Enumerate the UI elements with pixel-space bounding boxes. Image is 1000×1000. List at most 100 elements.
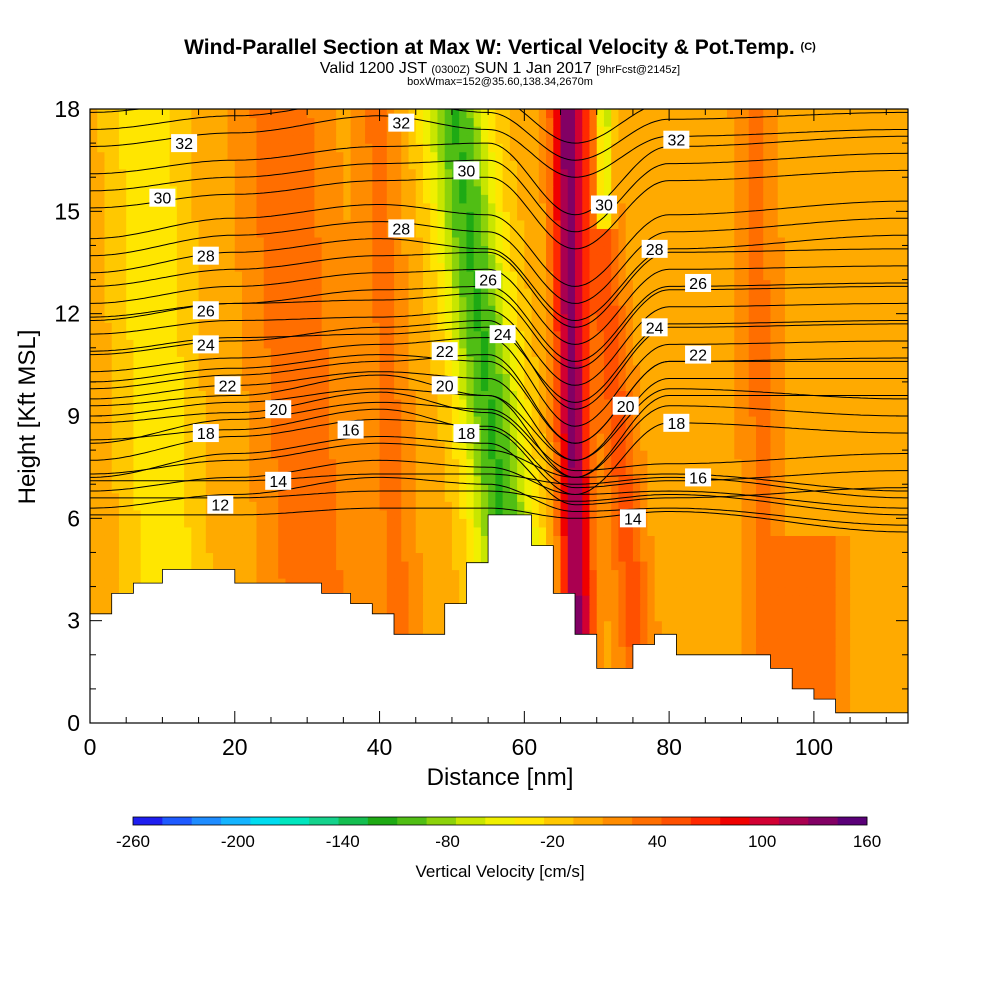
velocity-cell — [654, 501, 663, 511]
velocity-cell — [857, 424, 866, 434]
velocity-cell — [126, 458, 135, 468]
velocity-cell — [198, 441, 207, 451]
velocity-cell — [806, 484, 815, 494]
velocity-cell — [799, 595, 808, 605]
velocity-cell — [755, 526, 764, 536]
velocity-cell — [111, 526, 120, 536]
velocity-cell — [806, 492, 815, 502]
velocity-cell — [618, 381, 627, 392]
velocity-cell — [784, 578, 793, 588]
velocity-cell — [806, 373, 815, 383]
velocity-cell — [567, 552, 576, 562]
velocity-cell — [118, 339, 127, 349]
velocity-cell — [683, 407, 692, 417]
velocity-cell — [582, 492, 591, 502]
velocity-cell — [727, 364, 735, 374]
velocity-cell — [263, 373, 272, 383]
velocity-cell — [111, 347, 120, 357]
velocity-cell — [97, 484, 106, 494]
velocity-cell — [698, 390, 706, 400]
velocity-cell — [821, 347, 829, 357]
velocity-cell — [242, 526, 250, 536]
velocity-cell — [299, 535, 308, 545]
velocity-cell — [292, 509, 301, 519]
velocity-cell — [640, 458, 648, 468]
velocity-cell — [712, 526, 721, 536]
velocity-cell — [176, 484, 185, 494]
velocity-cell — [176, 458, 185, 468]
velocity-cell — [509, 458, 518, 468]
velocity-cell — [213, 475, 221, 485]
velocity-cell — [118, 364, 127, 374]
velocity-cell — [582, 552, 591, 562]
velocity-cell — [871, 595, 880, 605]
velocity-cell — [661, 398, 670, 409]
velocity-cell — [582, 535, 591, 545]
velocity-cell — [278, 450, 287, 460]
velocity-cell — [155, 484, 163, 494]
velocity-cell — [162, 433, 171, 443]
velocity-cell — [97, 339, 106, 349]
velocity-cell — [575, 603, 583, 613]
velocity-cell — [249, 560, 258, 571]
velocity-cell — [603, 629, 612, 639]
velocity-cell — [777, 578, 786, 588]
velocity-cell — [698, 629, 706, 639]
velocity-cell — [90, 484, 98, 494]
velocity-cell — [147, 484, 156, 494]
velocity-cell — [191, 398, 200, 409]
velocity-cell — [524, 381, 533, 392]
velocity-cell — [770, 603, 779, 613]
velocity-cell — [813, 416, 822, 426]
velocity-cell — [379, 518, 388, 528]
velocity-cell — [488, 373, 496, 383]
velocity-cell — [234, 526, 243, 536]
velocity-cell — [538, 373, 547, 383]
velocity-cell — [256, 450, 265, 460]
velocity-cell — [220, 543, 229, 554]
velocity-cell — [473, 492, 482, 502]
velocity-cell — [509, 398, 518, 409]
velocity-cell — [242, 535, 250, 545]
velocity-cell — [603, 586, 612, 596]
velocity-cell — [835, 620, 844, 630]
velocity-cell — [328, 356, 337, 366]
velocity-cell — [857, 373, 866, 383]
velocity-cell — [285, 492, 294, 502]
velocity-cell — [850, 543, 858, 554]
velocity-cell — [661, 543, 670, 554]
velocity-cell — [755, 398, 764, 409]
velocity-cell — [727, 629, 735, 639]
velocity-cell — [90, 552, 98, 562]
velocity-cell — [263, 356, 272, 366]
velocity-cell — [118, 569, 127, 579]
velocity-cell — [270, 552, 279, 562]
velocity-cell — [618, 424, 627, 434]
velocity-cell — [777, 467, 786, 477]
velocity-cell — [661, 458, 670, 468]
velocity-cell — [857, 518, 866, 528]
velocity-cell — [813, 586, 822, 596]
velocity-cell — [784, 518, 793, 528]
velocity-cell — [126, 424, 135, 434]
velocity-cell — [538, 364, 547, 374]
velocity-cell — [437, 492, 446, 502]
velocity-cell — [314, 552, 323, 562]
velocity-cell — [821, 407, 829, 417]
velocity-cell — [415, 416, 424, 426]
velocity-cell — [111, 535, 120, 545]
velocity-cell — [582, 595, 591, 605]
velocity-cell — [828, 620, 837, 630]
velocity-cell — [857, 620, 866, 630]
velocity-cell — [792, 433, 801, 443]
velocity-cell — [632, 552, 641, 562]
velocity-cell — [755, 612, 764, 622]
velocity-cell — [133, 509, 142, 519]
velocity-cell — [669, 390, 677, 400]
velocity-cell — [191, 407, 200, 417]
velocity-cell — [886, 705, 895, 716]
velocity-cell — [589, 433, 598, 443]
velocity-cell — [328, 458, 337, 468]
velocity-cell — [97, 535, 106, 545]
velocity-cell — [727, 416, 735, 426]
